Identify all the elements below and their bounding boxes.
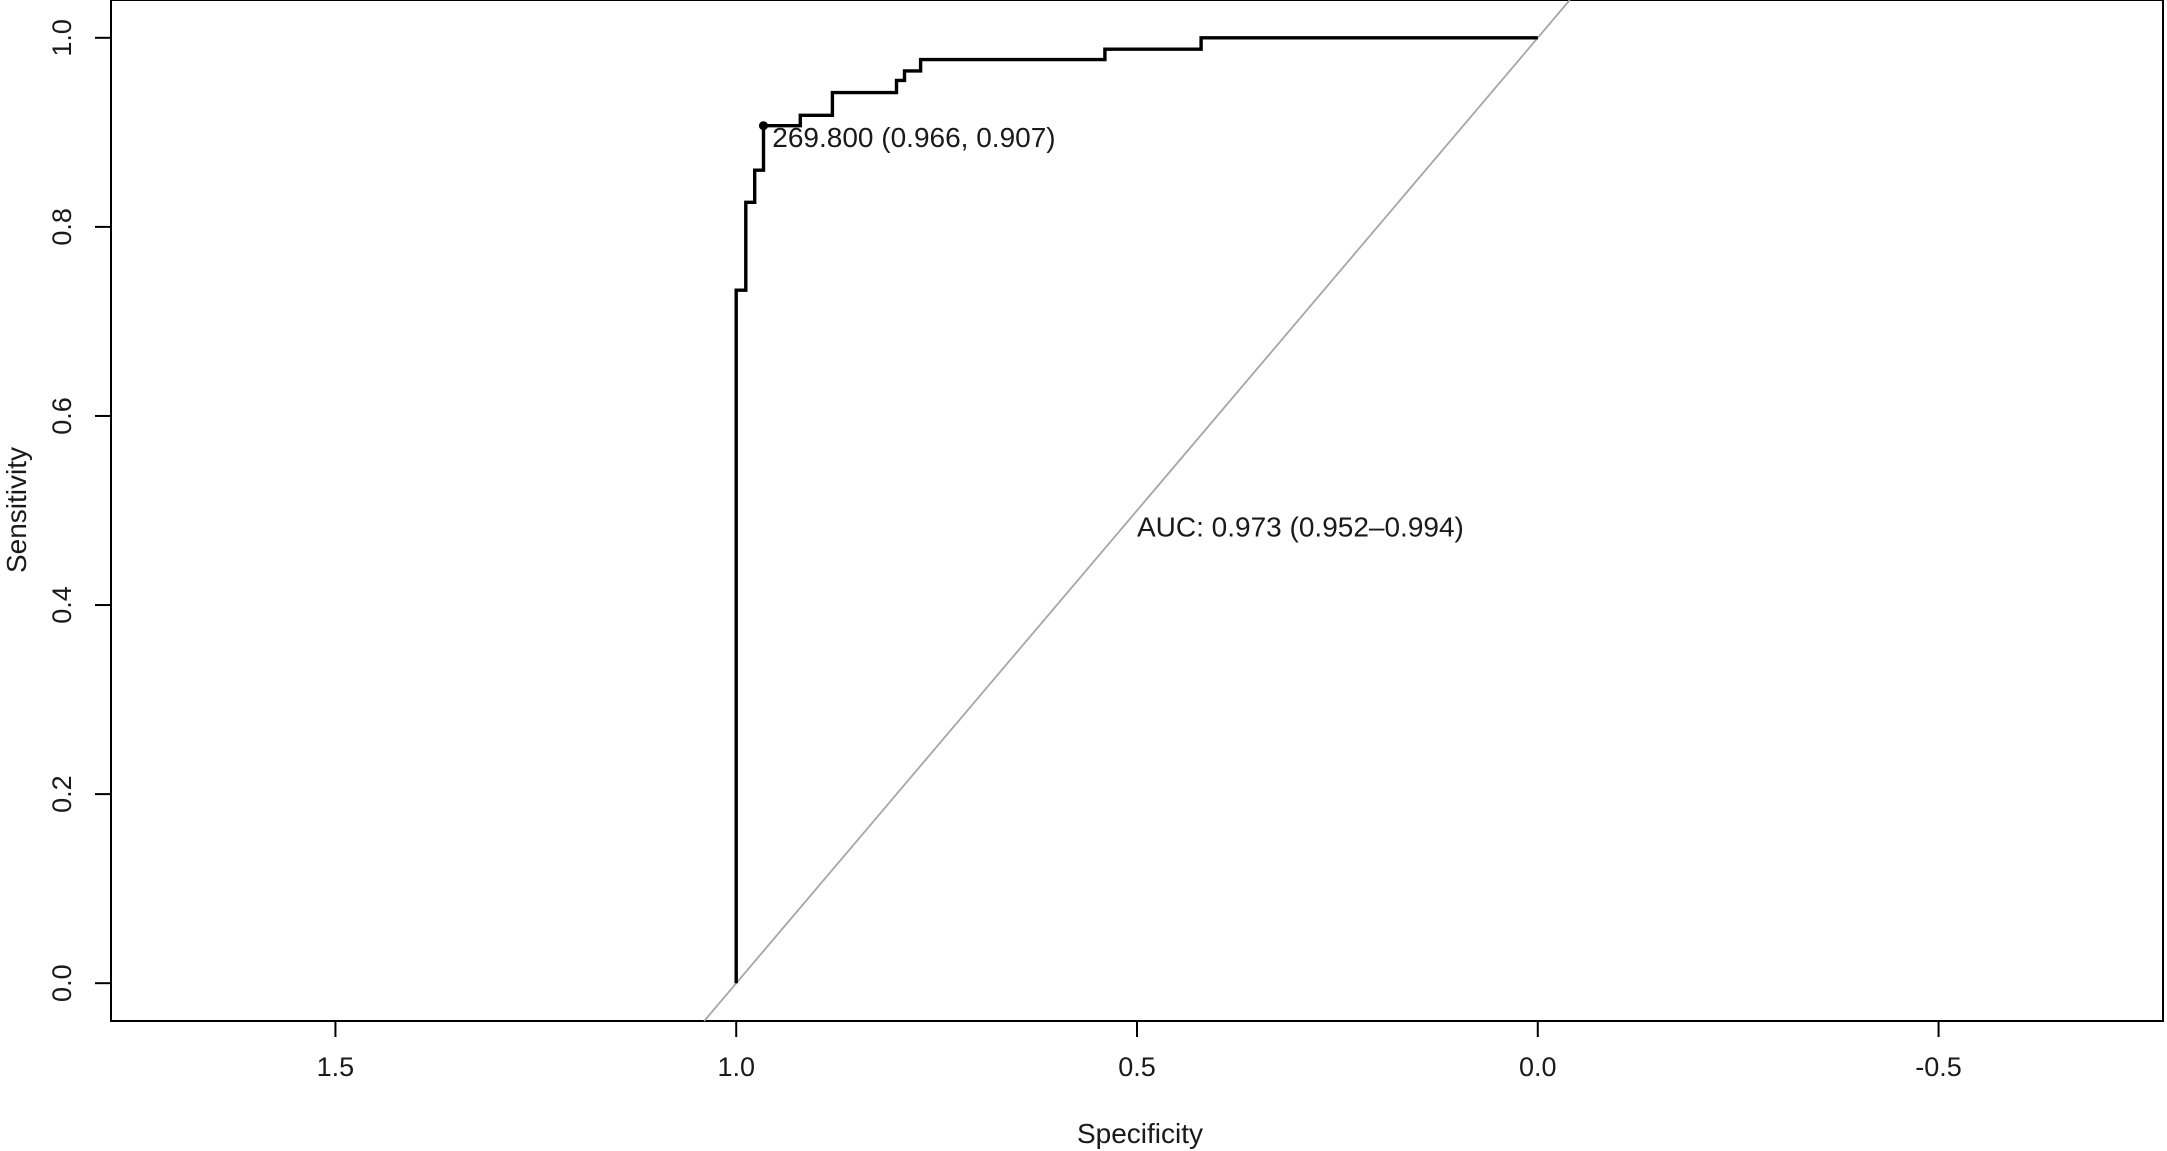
y-tick-label: 0.8	[47, 208, 77, 246]
x-tick-label: 1.0	[717, 1052, 755, 1082]
y-tick-label: 0.6	[47, 397, 77, 435]
threshold-annotation: 269.800 (0.966, 0.907)	[772, 122, 1055, 153]
y-axis-title: Sensitivity	[1, 447, 32, 573]
auc-annotation: AUC: 0.973 (0.952–0.994)	[1137, 512, 1464, 543]
y-tick-label: 1.0	[47, 19, 77, 57]
roc-curve-line	[734, 36, 1538, 984]
x-tick-label: 0.5	[1118, 1052, 1156, 1082]
best-threshold-point	[758, 121, 768, 131]
y-tick-label: 0.4	[47, 586, 77, 624]
reference-diagonal-line	[703, 0, 1571, 1022]
y-tick-label: 0.2	[47, 775, 77, 813]
x-tick-label: -0.5	[1915, 1052, 1962, 1082]
x-tick-label: 0.0	[1519, 1052, 1557, 1082]
x-tick-label: 1.5	[317, 1052, 355, 1082]
y-tick-label: 0.0	[47, 964, 77, 1002]
x-axis-title: Specificity	[1077, 1118, 1203, 1149]
